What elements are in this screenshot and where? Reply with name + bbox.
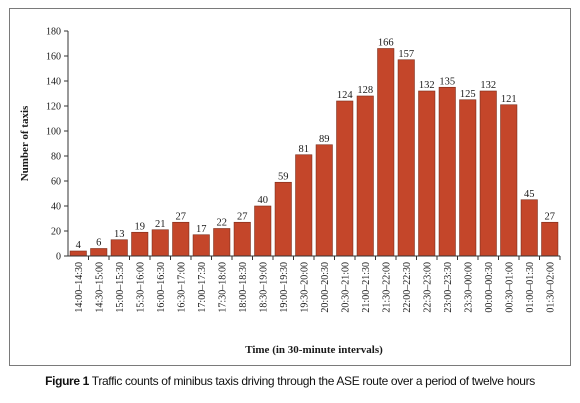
bar-value-label: 166 bbox=[378, 38, 394, 49]
bar-value-label: 135 bbox=[439, 76, 455, 87]
y-tick-label: 100 bbox=[46, 127, 61, 138]
x-tick-label: 14:00–14:30 bbox=[74, 262, 85, 313]
x-tick-label: 15:00–15:30 bbox=[115, 262, 126, 313]
chart-frame: 0 20 40 60 80 100 120 140 160 180 4 6 13 19 21 27 17 22 2… bbox=[9, 8, 571, 366]
bar-value-label: 132 bbox=[480, 80, 496, 91]
bar bbox=[110, 239, 128, 257]
x-tick-label: 17:00–17:30 bbox=[197, 262, 208, 313]
bar-value-label: 27 bbox=[237, 211, 248, 222]
y-tick-label: 180 bbox=[46, 27, 61, 38]
bar bbox=[336, 100, 354, 257]
y-tick-label: 160 bbox=[46, 52, 61, 63]
x-tick-label: 15:30–16:00 bbox=[135, 262, 146, 313]
bar bbox=[356, 95, 374, 257]
bar bbox=[254, 205, 272, 257]
x-tick-label: 00:00–00:30 bbox=[484, 262, 495, 313]
bar bbox=[377, 48, 395, 257]
x-tick-label: 14:30–15:00 bbox=[94, 262, 105, 313]
y-tick-label: 120 bbox=[46, 102, 61, 113]
bar-value-label: 45 bbox=[524, 189, 535, 200]
bar bbox=[172, 221, 190, 257]
y-axis-title: Number of taxis bbox=[19, 105, 31, 181]
bar bbox=[192, 234, 210, 257]
bars-group: 4 6 13 19 21 27 17 22 27 40 59 81 89 124 128 166 157 132 1… bbox=[69, 38, 559, 257]
bar-value-label: 89 bbox=[319, 134, 330, 145]
bar-value-label: 22 bbox=[217, 218, 228, 229]
bar-value-label: 6 bbox=[96, 238, 101, 249]
y-axis-ticks: 0 20 40 60 80 100 120 140 160 180 bbox=[46, 27, 68, 263]
x-tick-label: 22:00–22:30 bbox=[402, 262, 413, 313]
bar bbox=[151, 229, 169, 257]
figure-label: Figure 1 bbox=[45, 374, 90, 388]
x-tick-label: 16:30–17:00 bbox=[176, 262, 187, 313]
bar-value-label: 125 bbox=[460, 89, 476, 100]
bar bbox=[233, 221, 251, 257]
x-tick-label: 18:30–19:00 bbox=[258, 262, 269, 313]
bar-value-label: 81 bbox=[299, 144, 310, 155]
bar bbox=[438, 86, 456, 257]
x-axis-ticks: 14:00–14:30 14:30–15:00 15:00–15:30 15:30–1… bbox=[74, 256, 561, 313]
figure-caption: Figure 1 Traffic counts of minibus taxis… bbox=[0, 374, 580, 388]
y-tick-label: 140 bbox=[46, 77, 61, 88]
x-tick-label: 16:00–16:30 bbox=[156, 262, 167, 313]
bar bbox=[541, 221, 559, 257]
bar-value-label: 157 bbox=[398, 49, 414, 60]
bar-value-label: 128 bbox=[357, 85, 373, 96]
bar bbox=[90, 248, 108, 257]
y-tick-label: 60 bbox=[51, 177, 61, 188]
bar bbox=[418, 90, 436, 257]
x-tick-label: 22:30–23:00 bbox=[422, 262, 433, 313]
bar bbox=[131, 231, 149, 257]
x-tick-label: 23:30–00:00 bbox=[463, 262, 474, 313]
bar-chart: 0 20 40 60 80 100 120 140 160 180 4 6 13 19 21 27 17 22 2… bbox=[19, 27, 561, 356]
bar bbox=[500, 104, 518, 257]
bar-value-label: 132 bbox=[419, 80, 435, 91]
bar-value-label: 27 bbox=[176, 211, 187, 222]
x-tick-label: 00:30–01:00 bbox=[504, 262, 515, 313]
x-tick-label: 19:00–19:30 bbox=[279, 262, 290, 313]
x-tick-label: 19:30–20:00 bbox=[299, 262, 310, 313]
x-tick-label: 17:30–18:00 bbox=[217, 262, 228, 313]
x-tick-label: 21:30–22:00 bbox=[381, 262, 392, 313]
figure-caption-text: Traffic counts of minibus taxis driving … bbox=[91, 374, 535, 388]
y-tick-label: 80 bbox=[51, 152, 61, 163]
bar-value-label: 17 bbox=[196, 224, 207, 235]
bar bbox=[397, 59, 415, 257]
x-tick-label: 01:30–02:00 bbox=[545, 262, 556, 313]
bar bbox=[295, 154, 313, 257]
bar-value-label: 13 bbox=[114, 229, 125, 240]
bar-value-label: 59 bbox=[278, 171, 289, 182]
bar bbox=[213, 228, 231, 257]
x-tick-label: 23:00–23:30 bbox=[443, 262, 454, 313]
bar-value-label: 27 bbox=[545, 211, 556, 222]
bar bbox=[459, 99, 477, 257]
x-tick-label: 21:00–21:30 bbox=[361, 262, 372, 313]
x-tick-label: 01:00–01:30 bbox=[525, 262, 536, 313]
bar bbox=[520, 199, 538, 257]
bar-value-label: 21 bbox=[155, 219, 166, 230]
bar-value-label: 121 bbox=[501, 94, 517, 105]
bar-value-label: 19 bbox=[135, 221, 146, 232]
x-tick-label: 18:00–18:30 bbox=[238, 262, 249, 313]
y-tick-label: 40 bbox=[51, 202, 61, 213]
bar-value-label: 124 bbox=[337, 90, 354, 101]
bar-value-label: 4 bbox=[76, 240, 82, 251]
x-axis-title: Time (in 30-minute intervals) bbox=[245, 344, 383, 356]
bar bbox=[479, 90, 497, 257]
y-tick-label: 20 bbox=[51, 227, 61, 238]
bar bbox=[69, 250, 87, 257]
x-tick-label: 20:30–21:00 bbox=[340, 262, 351, 313]
bar bbox=[274, 181, 292, 257]
bar-value-label: 40 bbox=[258, 195, 269, 206]
bar bbox=[315, 144, 333, 257]
x-tick-label: 20:00–20:30 bbox=[320, 262, 331, 313]
y-tick-label: 0 bbox=[56, 252, 61, 263]
